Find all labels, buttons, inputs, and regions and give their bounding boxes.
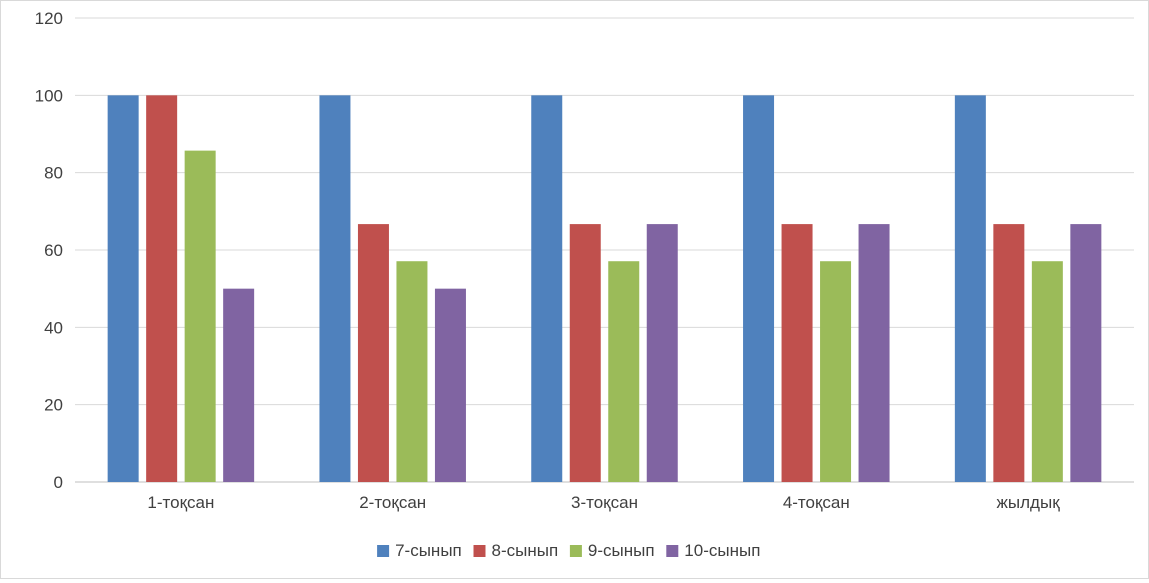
y-tick-label: 100 [35, 86, 63, 105]
bar-9-сынып-4-тоқсан [820, 261, 852, 482]
bar-7-сынып-2-тоқсан [319, 95, 351, 482]
legend-label: 7-сынып [395, 541, 462, 560]
bar-8-сынып-3-тоқсан [569, 224, 601, 483]
legend-swatch [473, 545, 486, 557]
y-tick-label: 120 [35, 9, 63, 28]
x-category-label: 1-тоқсан [147, 493, 214, 512]
bar-10-сынып-жылдық [1070, 224, 1102, 483]
legend-item: 7-сынып [377, 541, 462, 560]
bar-7-сынып-жылдық [954, 95, 986, 482]
bar-7-сынып-4-тоқсан [743, 95, 775, 482]
legend-swatch [377, 545, 390, 557]
y-tick-label: 60 [44, 241, 63, 260]
bar-8-сынып-жылдық [993, 224, 1025, 483]
bars [107, 95, 1102, 483]
legend-swatch [569, 545, 582, 557]
bar-10-сынып-3-тоқсан [646, 224, 678, 483]
bar-9-сынып-3-тоқсан [608, 261, 640, 482]
x-category-label: 4-тоқсан [783, 493, 850, 512]
legend-label: 10-сынып [684, 541, 760, 560]
y-tick-label: 80 [44, 164, 63, 183]
bar-10-сынып-2-тоқсан [434, 288, 466, 482]
bar-10-сынып-1-тоқсан [223, 288, 255, 482]
bar-9-сынып-2-тоқсан [396, 261, 428, 482]
x-category-label: 2-тоқсан [359, 493, 426, 512]
bar-8-сынып-2-тоқсан [357, 224, 389, 483]
bar-8-сынып-4-тоқсан [781, 224, 813, 483]
bar-10-сынып-4-тоқсан [858, 224, 890, 483]
bar-7-сынып-1-тоқсан [107, 95, 139, 482]
legend-label: 8-сынып [492, 541, 559, 560]
y-tick-label: 0 [54, 473, 63, 492]
x-category-label: 3-тоқсан [571, 493, 638, 512]
y-tick-label: 40 [44, 318, 63, 337]
legend-item: 8-сынып [473, 541, 559, 560]
x-category-label: жылдық [997, 493, 1061, 512]
bar-7-сынып-3-тоқсан [531, 95, 563, 482]
bar-8-сынып-1-тоқсан [146, 95, 178, 482]
legend: 7-сынып 8-сынып 9-сынып 10-сынып [377, 541, 760, 560]
legend-item: 10-сынып [666, 541, 760, 560]
bar-9-сынып-1-тоқсан [184, 150, 216, 483]
y-axis-ticks: 0 20 40 60 80 100 120 [35, 9, 63, 492]
legend-swatch [666, 545, 679, 557]
x-axis-labels: 1-тоқсан 2-тоқсан 3-тоқсан 4-тоқсан жылдық [147, 493, 1060, 512]
legend-label: 9-сынып [588, 541, 655, 560]
bar-9-сынып-жылдық [1031, 261, 1063, 482]
y-tick-label: 20 [44, 396, 63, 415]
legend-item: 9-сынып [569, 541, 655, 560]
